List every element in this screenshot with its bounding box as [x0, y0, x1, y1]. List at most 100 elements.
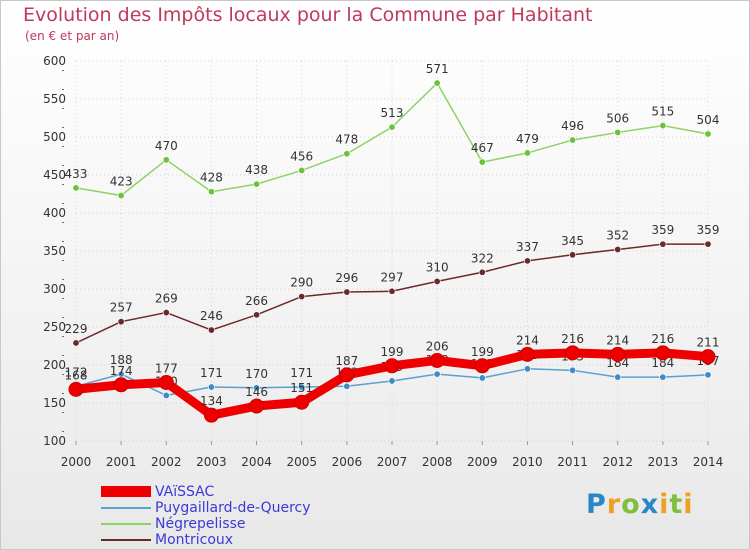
legend-label-montricoux: Montricoux — [155, 532, 234, 548]
data-point — [339, 367, 355, 383]
data-label: 310 — [426, 260, 449, 274]
data-point — [659, 240, 667, 248]
data-point — [158, 374, 174, 390]
data-label: 206 — [426, 339, 449, 353]
y-tick-label: 600 — [43, 54, 66, 68]
data-point — [343, 382, 351, 390]
y-tick-label: 500 — [43, 130, 66, 144]
data-point — [569, 366, 577, 374]
data-label: 199 — [471, 345, 494, 359]
logo-letter: P — [586, 489, 607, 520]
data-label: 345 — [561, 234, 584, 248]
data-label: 266 — [245, 294, 268, 308]
logo-letter: o — [621, 489, 641, 520]
data-label: 515 — [651, 105, 674, 119]
data-label: 269 — [155, 292, 178, 306]
data-point — [117, 318, 125, 326]
data-label: 170 — [245, 367, 268, 381]
data-label: 146 — [245, 385, 268, 399]
data-point — [433, 79, 441, 87]
data-label: 513 — [381, 106, 404, 120]
data-point — [614, 128, 622, 136]
x-tick-label: 2011 — [557, 455, 588, 469]
data-label: 174 — [110, 364, 133, 378]
x-tick-label: 2008 — [422, 455, 453, 469]
logo-letter: x — [640, 489, 660, 520]
chart-title: Evolution des Impôts locaux pour la Comm… — [23, 4, 593, 26]
data-point — [519, 346, 535, 362]
x-tick-label: 2005 — [286, 455, 317, 469]
x-tick-label: 2001 — [106, 455, 137, 469]
data-label: 297 — [381, 270, 404, 284]
data-label: 151 — [290, 381, 313, 395]
y-tick-label: 300 — [43, 282, 66, 296]
y-tick-label: 200 — [43, 358, 66, 372]
x-tick-label: 2000 — [61, 455, 92, 469]
logo-letter: r — [606, 489, 622, 520]
data-point — [704, 130, 712, 138]
data-point — [659, 373, 667, 381]
data-label: 571 — [426, 62, 449, 76]
data-point — [523, 149, 531, 157]
data-label: 479 — [516, 132, 539, 146]
y-tick-label: 250 — [43, 320, 66, 334]
data-point — [569, 136, 577, 144]
data-label: 188 — [110, 353, 133, 367]
data-label: 428 — [200, 171, 223, 185]
y-tick-label: 100 — [43, 434, 66, 448]
data-point — [388, 123, 396, 131]
data-point — [162, 391, 170, 399]
data-point — [388, 377, 396, 385]
x-tick-label: 2006 — [332, 455, 363, 469]
data-label: 246 — [200, 309, 223, 323]
data-point — [704, 240, 712, 248]
data-point — [294, 394, 310, 410]
data-point — [433, 277, 441, 285]
data-label: 168 — [65, 368, 88, 382]
y-tick-label: 450 — [43, 168, 66, 182]
data-label: 199 — [381, 345, 404, 359]
data-point — [162, 156, 170, 164]
data-label: 184 — [651, 356, 674, 370]
y-tick-label: 550 — [43, 92, 66, 106]
data-label: 171 — [200, 366, 223, 380]
data-point — [343, 150, 351, 158]
data-label: 322 — [471, 251, 494, 265]
data-label: 214 — [516, 333, 539, 347]
x-tick-label: 2013 — [648, 455, 679, 469]
data-point — [478, 374, 486, 382]
data-label: 359 — [651, 223, 674, 237]
data-label: 438 — [245, 163, 268, 177]
data-point — [614, 373, 622, 381]
x-tick-label: 2007 — [377, 455, 408, 469]
data-point — [610, 346, 626, 362]
data-point — [253, 384, 261, 392]
x-tick-label: 2014 — [693, 455, 724, 469]
data-label: 478 — [335, 133, 358, 147]
data-point — [72, 339, 80, 347]
data-point — [298, 293, 306, 301]
data-label: 296 — [335, 271, 358, 285]
legend-label-puygaillard: Puygaillard-de-Quercy — [155, 500, 311, 516]
data-label: 470 — [155, 139, 178, 153]
data-point — [298, 166, 306, 174]
data-point — [343, 288, 351, 296]
x-tick-label: 2002 — [151, 455, 182, 469]
legend-swatch-puygaillard — [101, 507, 151, 509]
data-label: 433 — [65, 167, 88, 181]
data-point — [207, 383, 215, 391]
logo-letter: i — [659, 489, 670, 520]
data-point — [72, 184, 80, 192]
legend-swatch-montricoux — [101, 539, 151, 541]
data-label: 506 — [606, 111, 629, 125]
data-point — [659, 122, 667, 130]
data-point — [704, 371, 712, 379]
data-label: 423 — [110, 175, 133, 189]
x-tick-label: 2004 — [241, 455, 272, 469]
data-label: 290 — [290, 276, 313, 290]
data-point — [523, 257, 531, 265]
y-tick-label: 400 — [43, 206, 66, 220]
data-point — [700, 349, 716, 365]
